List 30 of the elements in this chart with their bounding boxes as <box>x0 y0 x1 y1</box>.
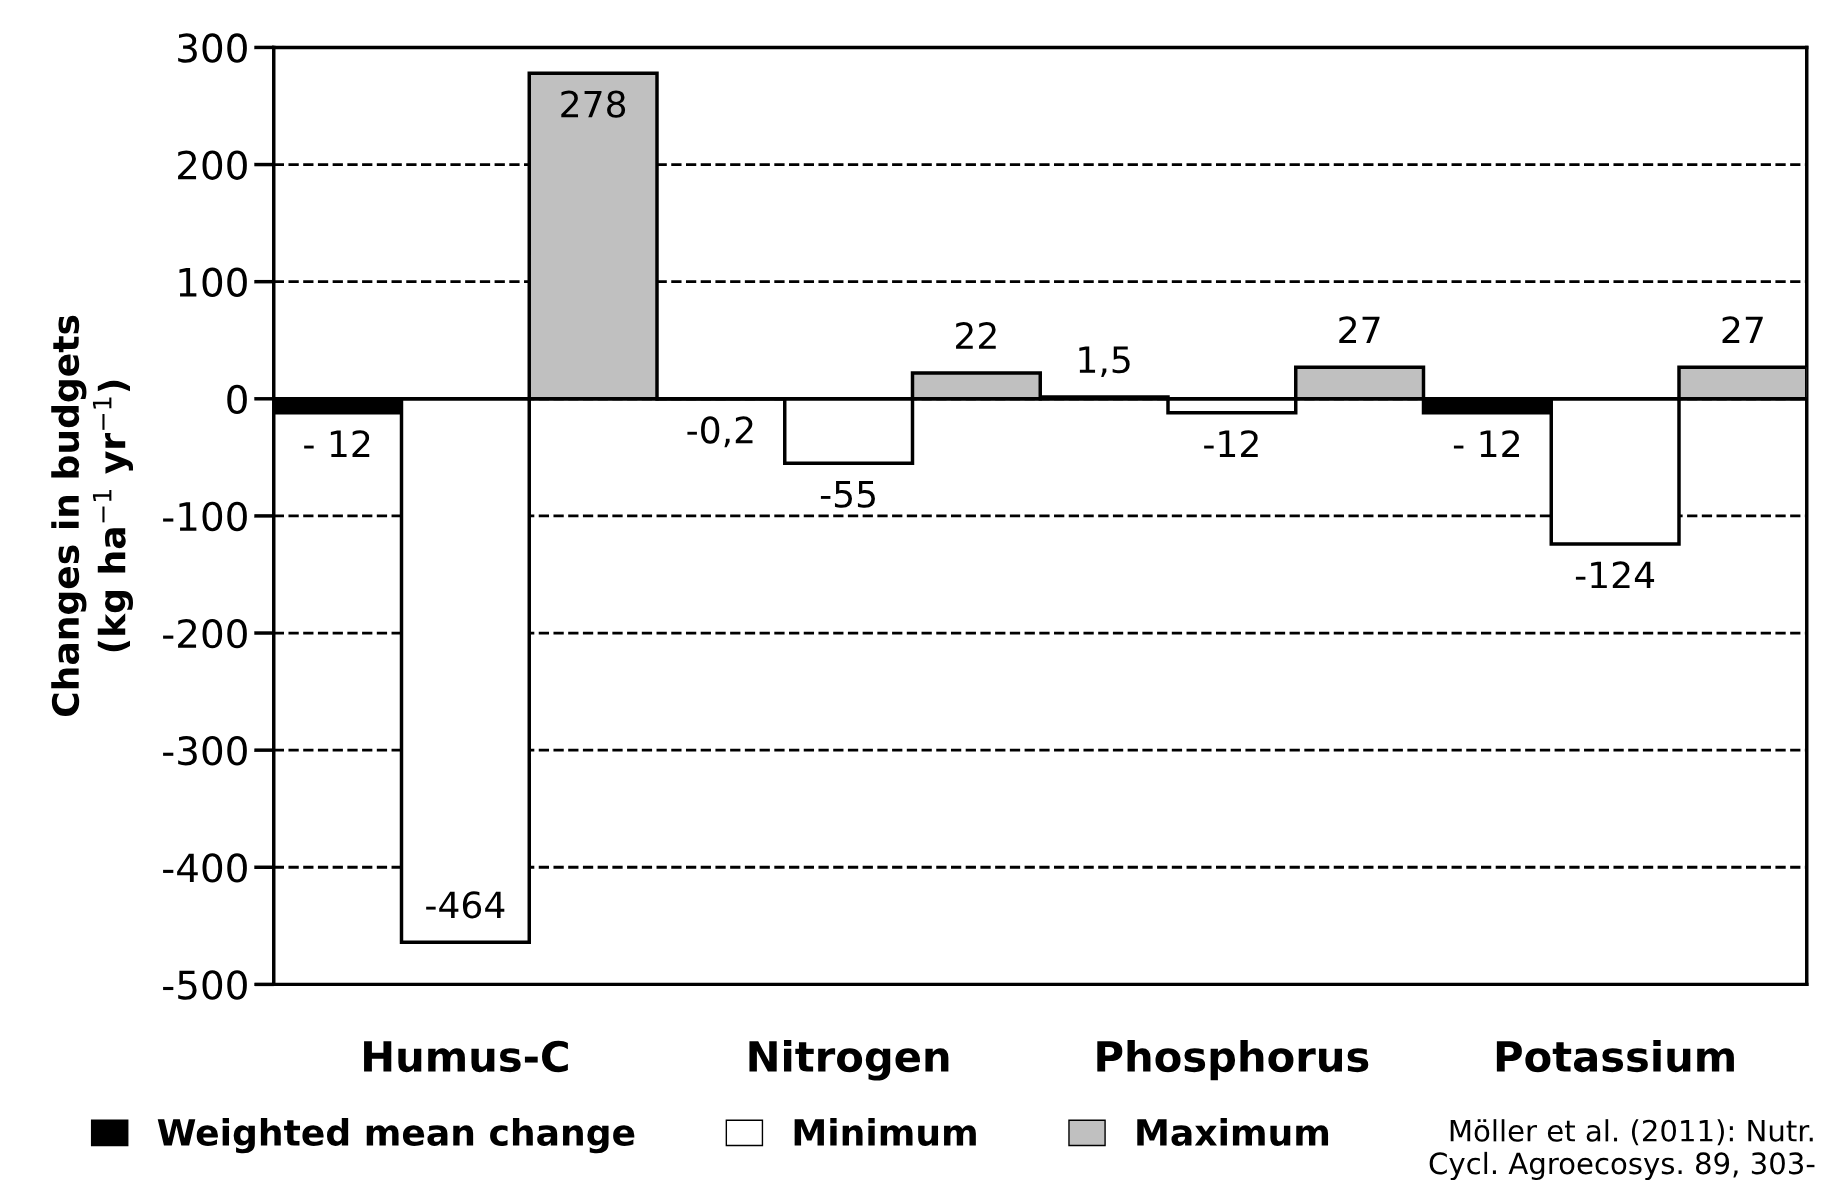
data-label: -12 <box>1204 430 1258 457</box>
data-label: -124 <box>1575 561 1655 589</box>
x-tick-label: Potassium <box>1496 1039 1734 1073</box>
data-label: 27 <box>1339 316 1380 343</box>
y-axis-title: Changes in budgets (kg ha$^{−1}$ yr$^{−1}$) <box>51 315 134 717</box>
data-label: -464 <box>426 891 505 919</box>
x-tick-label: Phosphorus <box>1097 1039 1369 1081</box>
data-label: -0,2 <box>687 416 753 448</box>
data-label: 22 <box>956 322 996 349</box>
y-tick-label: -100 <box>163 501 247 532</box>
legend-label: Maximum <box>1137 1118 1329 1147</box>
y-tick-label: 200 <box>178 150 247 180</box>
y-tick-label: 300 <box>178 33 247 63</box>
data-label: - 12 <box>1453 430 1519 457</box>
y-tick-label: 100 <box>179 267 247 297</box>
data-label: - 12 <box>304 430 370 457</box>
data-label: 1,5 <box>1079 346 1130 378</box>
data-label: 27 <box>1722 316 1763 343</box>
y-tick-label: 0 <box>227 384 247 415</box>
y-tick-label: -300 <box>163 736 247 766</box>
data-label: 278 <box>561 90 626 118</box>
x-tick-label: Humus-C <box>364 1040 568 1073</box>
text: Möller et al. (2011): Nutr. Cycl. Agroecosys. 89, 303- <box>1429 1119 1815 1181</box>
x-tick-label: Nitrogen <box>749 1039 949 1081</box>
y-tick-label: -400 <box>163 853 247 883</box>
legend-label: Weighted mean change <box>157 1118 635 1154</box>
data-label: -55 <box>820 480 875 508</box>
legend-label: Minimum <box>794 1118 976 1147</box>
y-tick-label: -500 <box>163 970 247 1000</box>
y-tick-label: -200 <box>163 618 247 649</box>
